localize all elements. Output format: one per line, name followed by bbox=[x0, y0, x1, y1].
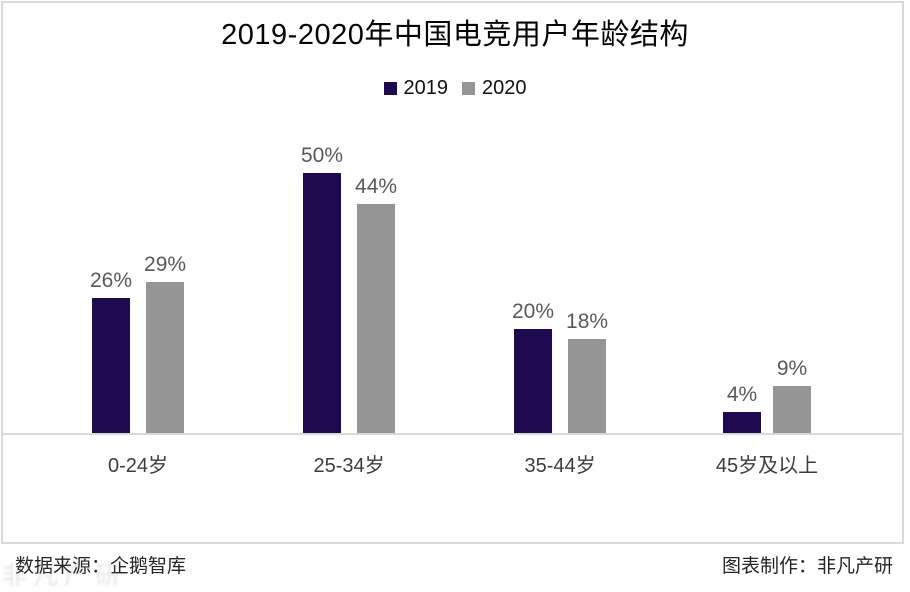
bar-column: 4% bbox=[723, 383, 761, 433]
legend-label-2019: 2019 bbox=[403, 77, 449, 99]
bar-2019 bbox=[303, 173, 342, 433]
bar-2020 bbox=[773, 386, 811, 433]
bar-value-label: 50% bbox=[301, 144, 344, 167]
legend: 2019 2020 bbox=[0, 77, 910, 100]
legend-item-2019: 2019 bbox=[383, 77, 449, 100]
bar-column: 20% bbox=[512, 300, 554, 433]
bar-2020 bbox=[357, 204, 396, 433]
legend-item-2020: 2020 bbox=[462, 77, 527, 100]
bar-value-label: 20% bbox=[512, 300, 555, 323]
bar-value-label: 26% bbox=[90, 269, 133, 292]
bar-value-label: 29% bbox=[144, 253, 187, 276]
bar-column: 50% bbox=[301, 144, 343, 433]
chart-maker-text: 图表制作：非凡产研 bbox=[721, 556, 893, 577]
category-label: 0-24岁 bbox=[108, 455, 169, 477]
bar-column: 29% bbox=[144, 253, 186, 433]
legend-swatch-2019 bbox=[383, 82, 397, 95]
bar-2019 bbox=[514, 329, 553, 433]
bar-column: 44% bbox=[355, 175, 397, 433]
chart-title: 2019-2020年中国电竞用户年龄结构 bbox=[221, 19, 689, 51]
bar-group: 26% 29% 0-24岁 bbox=[90, 253, 186, 477]
bar-group: 50% 44% 25-34岁 bbox=[301, 144, 397, 477]
bar-value-label: 18% bbox=[566, 310, 609, 333]
bar-2020 bbox=[568, 339, 607, 433]
bar-2019 bbox=[92, 298, 131, 433]
bar-2019 bbox=[723, 412, 761, 433]
watermark: 非凡产研 bbox=[2, 562, 127, 590]
bar-value-label: 44% bbox=[355, 175, 398, 198]
bar-group: 20% 18% 35-44岁 bbox=[512, 300, 608, 477]
bar-2020 bbox=[146, 282, 185, 433]
bar-column: 9% bbox=[773, 357, 811, 433]
bar-group: 4% 9% 45岁及以上 bbox=[716, 357, 818, 477]
bar-value-label: 9% bbox=[776, 357, 808, 380]
bar-value-label: 4% bbox=[726, 383, 758, 406]
chart-frame bbox=[1, 1, 904, 544]
data-source-text: 数据来源：企鹅智库 bbox=[15, 556, 187, 577]
legend-swatch-2020 bbox=[462, 82, 475, 95]
bar-column: 18% bbox=[566, 310, 608, 433]
category-label: 35-44岁 bbox=[524, 455, 596, 477]
category-label: 45岁及以上 bbox=[715, 455, 819, 477]
legend-label-2020: 2020 bbox=[482, 77, 527, 99]
x-axis-line bbox=[2, 433, 903, 435]
category-label: 25-34岁 bbox=[313, 455, 385, 477]
bar-column: 26% bbox=[90, 269, 132, 433]
